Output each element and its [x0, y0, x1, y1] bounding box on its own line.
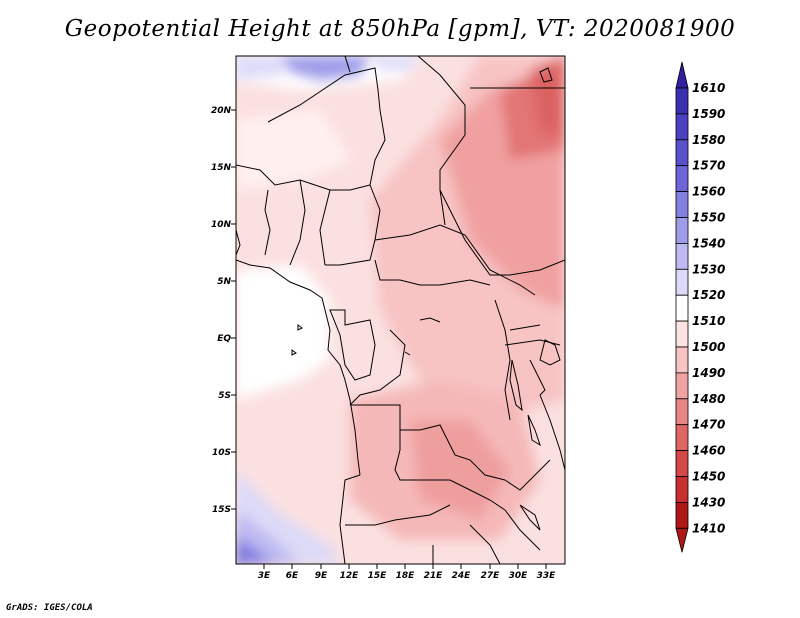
lon-tick-label: 24E [452, 571, 472, 581]
lat-tick-label: EQ [217, 334, 231, 344]
chart-title: Geopotential Height at 850hPa [gpm], VT:… [64, 16, 736, 42]
colorbar-label: 1570 [692, 159, 725, 173]
colorbar-swatch [675, 165, 689, 192]
colorbar-swatch [675, 450, 689, 477]
colorbar-swatch [675, 139, 689, 167]
colorbar-swatch [675, 424, 689, 452]
lat-tick-label: 10N [211, 220, 232, 230]
colorbar: 1610 1590 1580 1570 1560 1550 1540 1530 1520 1510… [675, 61, 725, 553]
colorbar-label: 1480 [692, 392, 725, 406]
map-frame [235, 55, 566, 565]
lon-tick-label: 18E [396, 571, 416, 581]
colorbar-swatch [675, 268, 689, 296]
colorbar-label: 1490 [692, 366, 725, 380]
lat-tick-label: 15N [211, 163, 232, 173]
lon-tick-label: 15E [368, 571, 388, 581]
colorbar-label: 1580 [692, 133, 725, 147]
country-borders [236, 56, 565, 564]
colorbar-label: 1450 [692, 470, 725, 484]
colorbar-label: 1560 [692, 185, 725, 199]
lat-axis: 20N 15N 10N 5N EQ 5S 10S 15S [211, 106, 232, 515]
colorbar-swatch [675, 372, 689, 400]
lon-tick-label: 6E [286, 571, 299, 581]
colorbar-swatch [675, 242, 689, 270]
lon-tick-label: 27E [481, 571, 501, 581]
colorbar-swatch [675, 346, 689, 374]
colorbar-swatch [675, 320, 689, 348]
colorbar-swatch [675, 87, 689, 115]
height-field [236, 56, 565, 564]
lon-tick-label: 30E [509, 571, 529, 581]
lat-tick-label: 15S [212, 505, 231, 515]
colorbar-label: 1610 [692, 81, 725, 95]
colorbar-swatch [675, 398, 689, 426]
colorbar-label: 1550 [692, 211, 725, 225]
lon-tick-label: 9E [315, 571, 328, 581]
lat-tick-label: 5N [217, 277, 231, 287]
colorbar-swatch [675, 113, 689, 141]
lat-tick-label: 10S [212, 448, 231, 458]
colorbar-swatch [675, 501, 689, 529]
lon-tick-label: 12E [340, 571, 360, 581]
colorbar-swatch [675, 476, 689, 503]
colorbar-label: 1410 [692, 521, 725, 535]
colorbar-swatch [675, 217, 689, 244]
colorbar-swatch [675, 191, 689, 218]
colorbar-label: 1540 [692, 236, 725, 250]
colorbar-top-arrow [675, 61, 689, 89]
colorbar-label: 1530 [692, 262, 725, 276]
colorbar-label: 1520 [692, 288, 725, 302]
lon-axis: 3E 6E 9E 12E 15E 18E 21E 24E 27E 30E 33E [258, 571, 556, 581]
colorbar-swatch [675, 294, 689, 322]
colorbar-label: 1430 [692, 495, 725, 509]
colorbar-label: 1460 [692, 444, 725, 458]
colorbar-label: 1500 [692, 340, 725, 354]
colorbar-bottom-arrow [675, 527, 689, 553]
lon-tick-label: 33E [537, 571, 557, 581]
colorbar-label: 1510 [692, 314, 725, 328]
axis-ticks [231, 109, 547, 569]
lat-tick-label: 5S [218, 391, 231, 401]
lat-tick-label: 20N [211, 106, 232, 116]
lon-tick-label: 21E [424, 571, 444, 581]
colorbar-label: 1470 [692, 418, 725, 432]
grads-credit: GrADS: IGES/COLA [6, 603, 93, 613]
colorbar-label: 1590 [692, 107, 725, 121]
lon-tick-label: 3E [258, 571, 271, 581]
